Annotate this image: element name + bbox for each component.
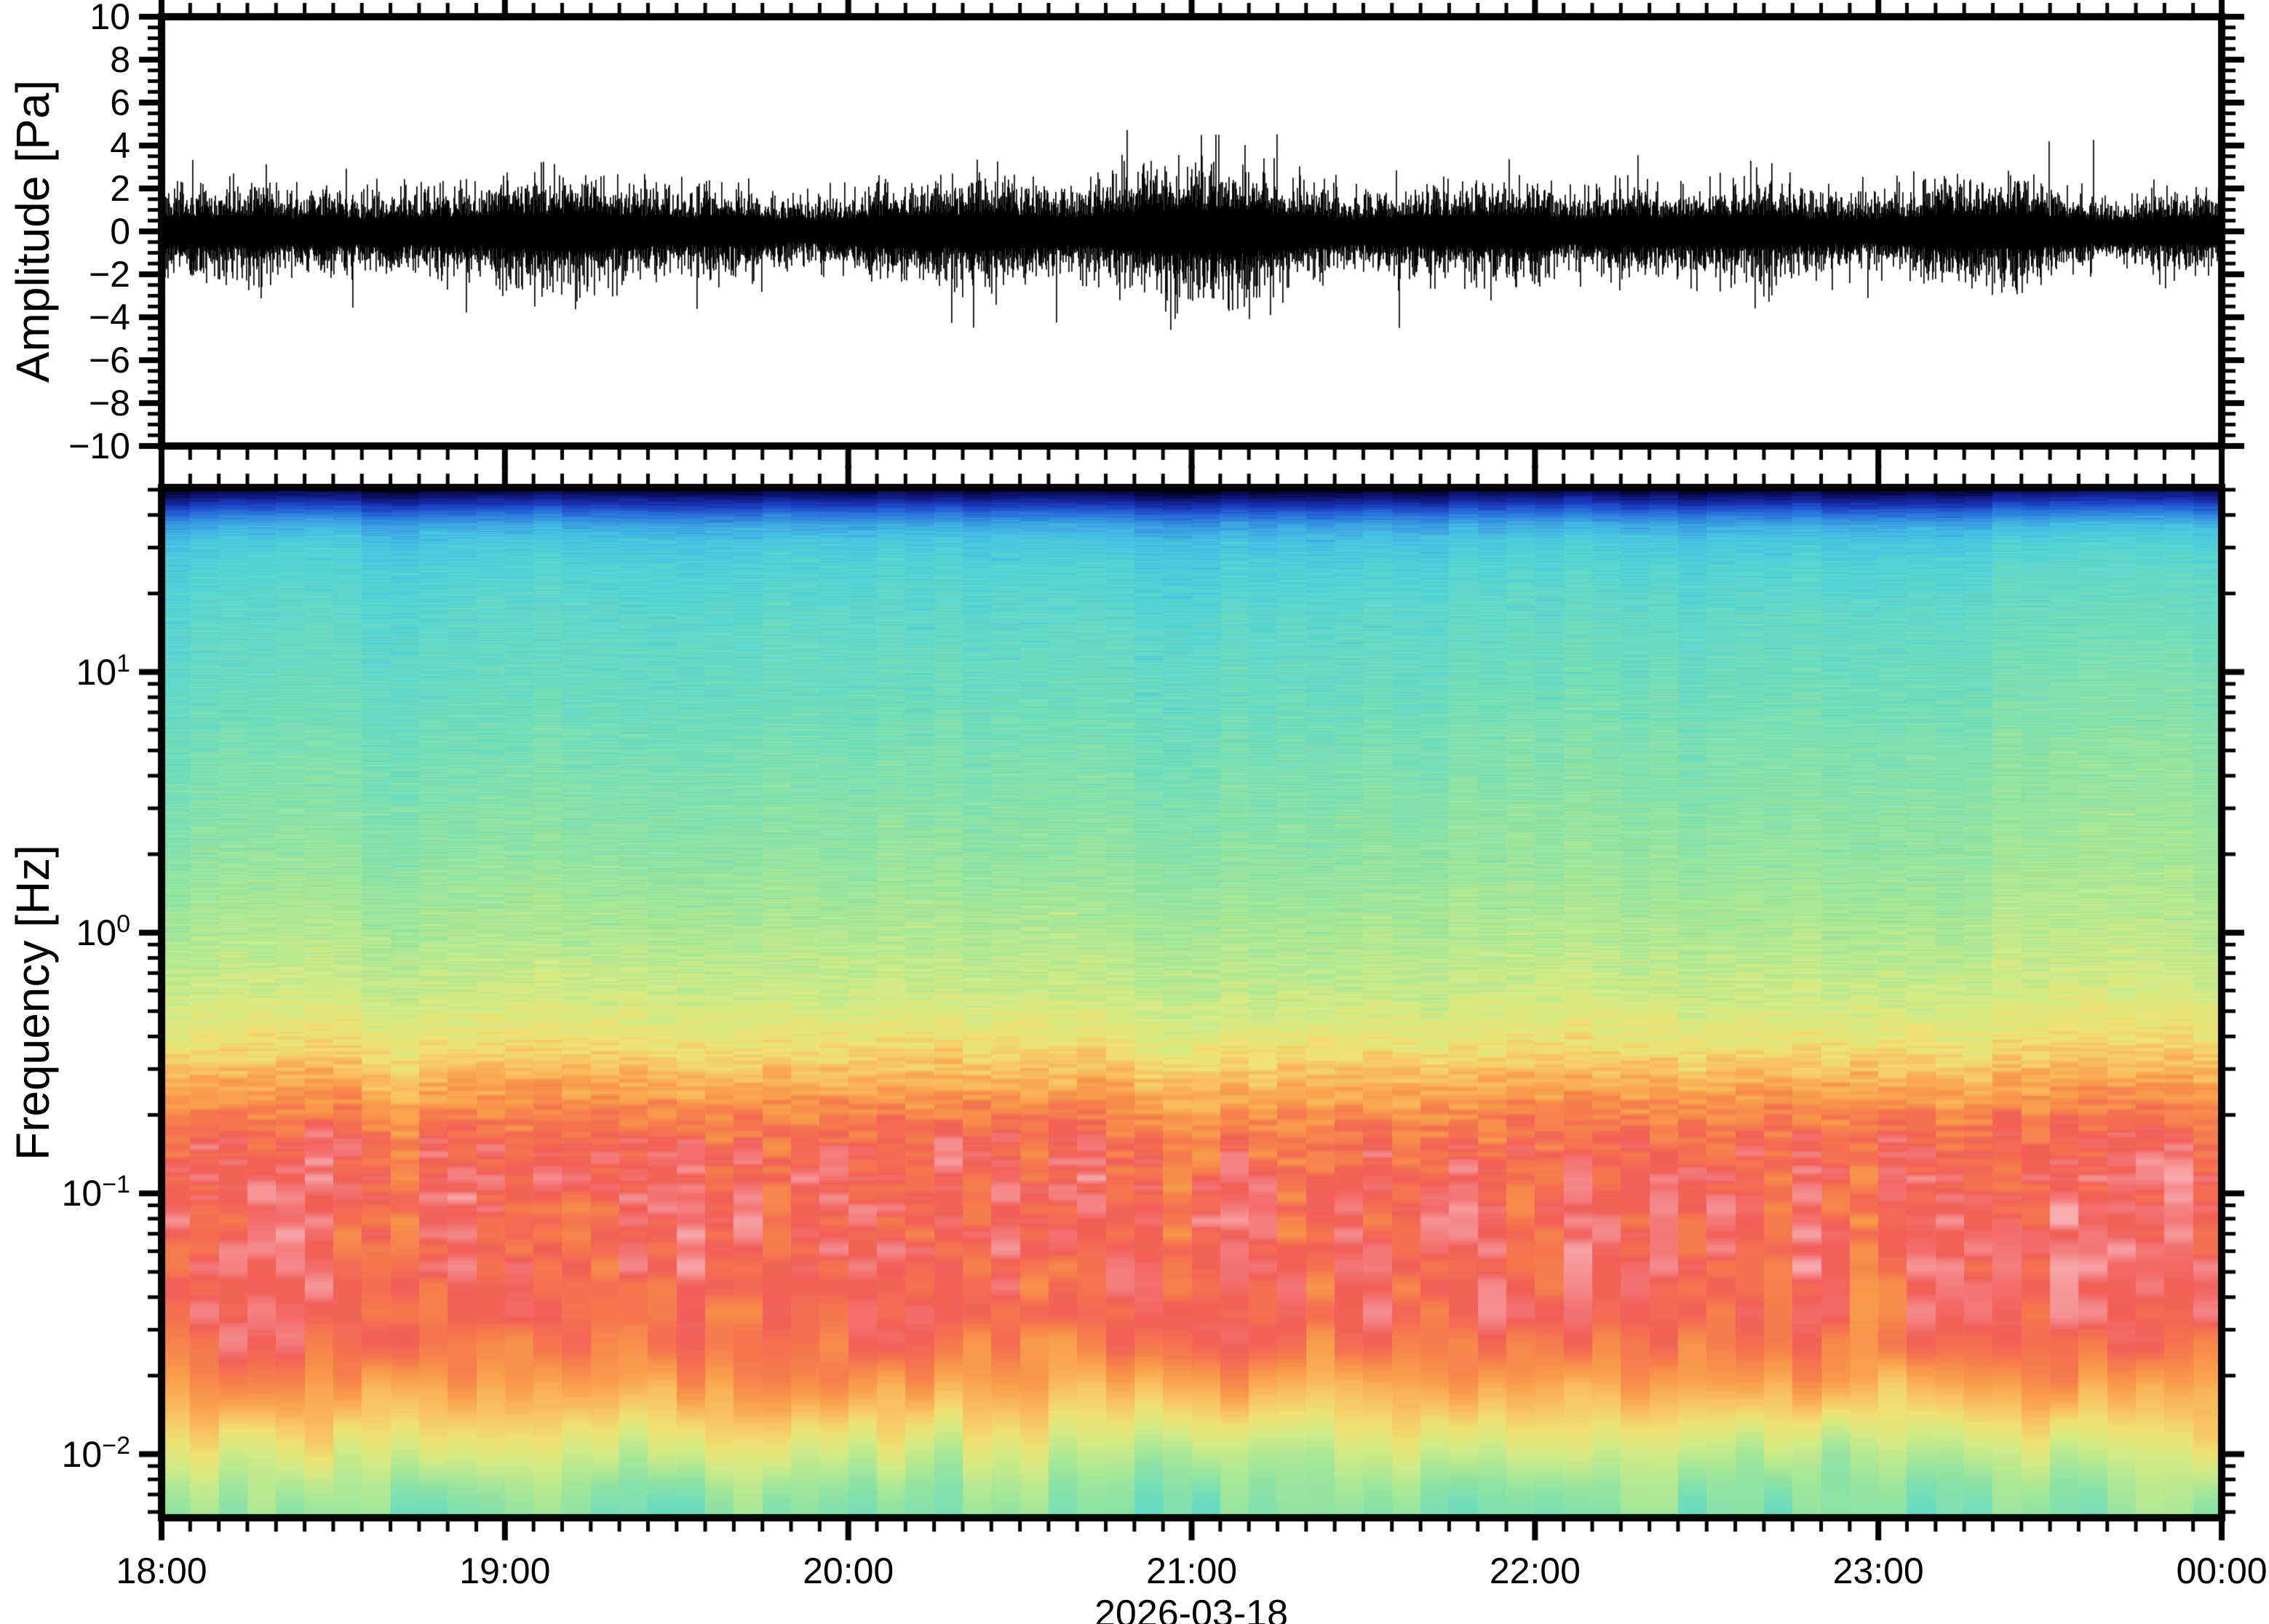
frequency-tick-exponent: 0 bbox=[116, 909, 130, 938]
time-tick-label: 19:00 bbox=[459, 1551, 551, 1591]
frequency-tick-exponent: −2 bbox=[102, 1431, 130, 1460]
amplitude-tick-label: −4 bbox=[88, 297, 130, 338]
frequency-tick-label: 100 bbox=[76, 907, 130, 963]
amplitude-tick-label: 8 bbox=[110, 39, 130, 80]
frequency-tick-exponent: 1 bbox=[116, 649, 130, 677]
amplitude-tick-label: 6 bbox=[110, 82, 130, 123]
amplitude-tick-label: 10 bbox=[90, 0, 130, 37]
time-tick-label: 00:00 bbox=[2176, 1551, 2268, 1591]
frequency-tick-label: 101 bbox=[76, 647, 130, 702]
time-tick-label: 20:00 bbox=[803, 1551, 894, 1591]
frequency-tick-base: 10 bbox=[76, 912, 117, 953]
time-tick-label: 18:00 bbox=[116, 1551, 207, 1591]
amplitude-tick-label: −6 bbox=[88, 340, 130, 381]
amplitude-tick-label: −8 bbox=[88, 383, 130, 423]
frequency-axis-label: Frequency [Hz] bbox=[7, 845, 59, 1161]
amplitude-tick-label: −10 bbox=[68, 426, 130, 466]
amplitude-tick-label: 0 bbox=[110, 211, 130, 252]
amplitude-tick-label: 2 bbox=[110, 168, 130, 209]
amplitude-tick-label: 4 bbox=[110, 125, 130, 166]
frequency-tick-base: 10 bbox=[61, 1173, 103, 1214]
time-tick-label: 23:00 bbox=[1832, 1551, 1924, 1591]
time-tick-label: 21:00 bbox=[1145, 1551, 1238, 1591]
time-tick-label: 22:00 bbox=[1489, 1551, 1581, 1591]
amplitude-axis-label: Amplitude [Pa] bbox=[7, 79, 59, 383]
frequency-tick-base: 10 bbox=[61, 1433, 103, 1475]
date-label: 2026-03-18 bbox=[1094, 1593, 1288, 1624]
frequency-tick-label: 10−1 bbox=[62, 1168, 130, 1223]
frequency-tick-exponent: −1 bbox=[102, 1171, 130, 1199]
frequency-tick-label: 10−2 bbox=[62, 1429, 130, 1484]
frequency-tick-base: 10 bbox=[76, 651, 117, 693]
amplitude-tick-label: −2 bbox=[88, 254, 130, 295]
